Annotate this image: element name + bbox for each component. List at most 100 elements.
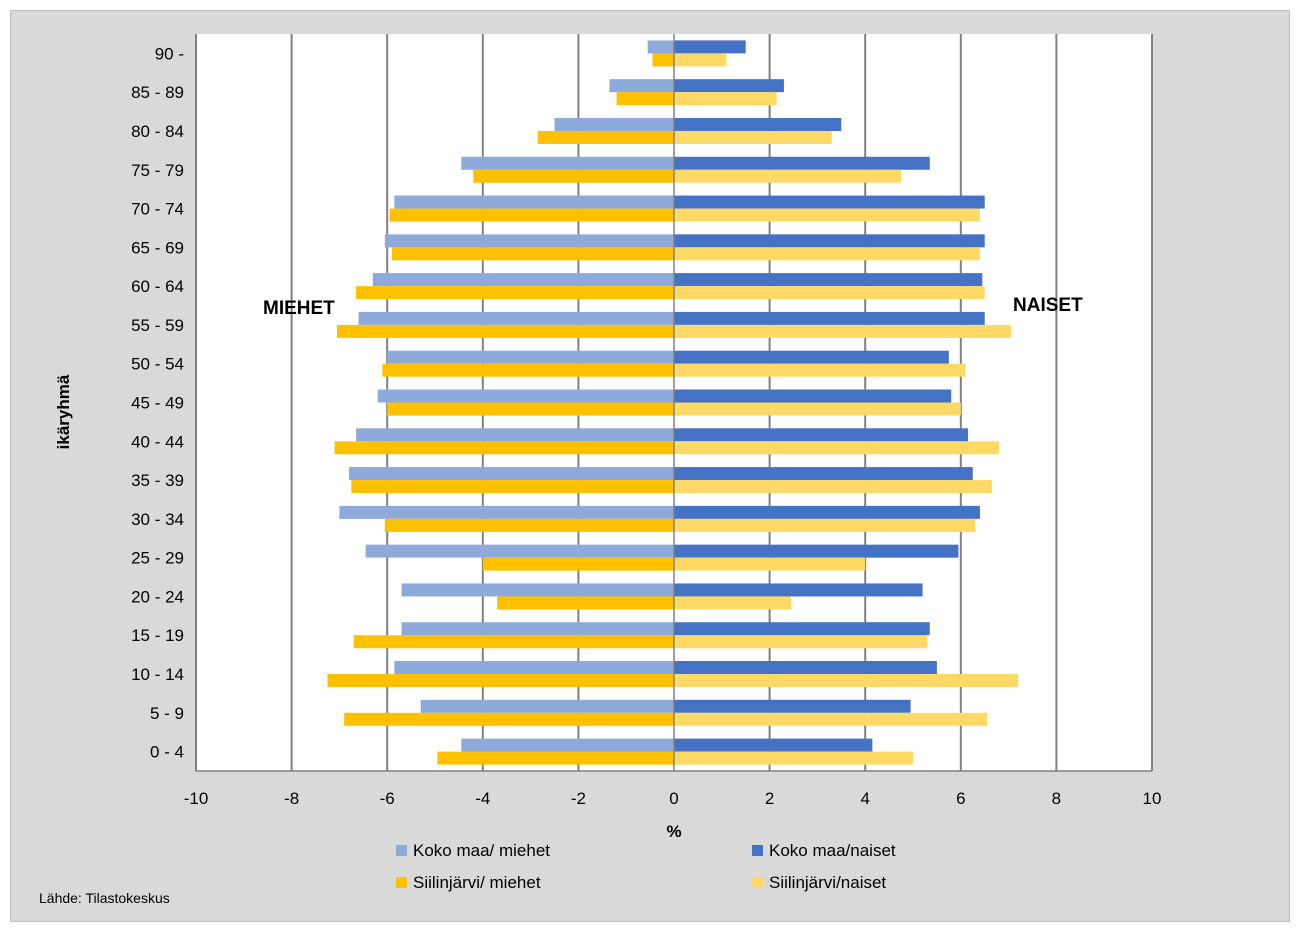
x-tick-label: 2 (765, 789, 774, 808)
bar (437, 751, 674, 765)
bar (674, 596, 792, 610)
bar (674, 699, 911, 713)
legend-swatch (752, 877, 763, 888)
x-tick-label: -8 (284, 789, 299, 808)
annotation-men: MIEHET (263, 298, 335, 319)
bar (356, 428, 674, 442)
legend-label: Siilinjärvi/naiset (769, 873, 886, 892)
bar (674, 92, 777, 106)
legend-swatch (396, 877, 407, 888)
bar (674, 311, 985, 325)
bar (382, 363, 674, 377)
bar (674, 234, 985, 248)
bar (348, 467, 674, 481)
bars (196, 34, 1152, 772)
bar (674, 441, 1000, 455)
bar (473, 169, 674, 183)
bar (609, 79, 674, 93)
bar (674, 389, 952, 403)
bar (344, 712, 674, 726)
y-tick-label: 90 - (155, 44, 184, 63)
x-tick-label: -6 (380, 789, 395, 808)
bar (616, 92, 674, 106)
x-tick-label: 4 (860, 789, 869, 808)
y-tick-label: 65 - 69 (131, 238, 184, 257)
x-tick-label: 8 (1052, 789, 1061, 808)
bar (420, 699, 674, 713)
bar (674, 428, 968, 442)
bar (537, 130, 674, 144)
legend-label: Koko maa/ miehet (413, 841, 550, 860)
bar (652, 53, 674, 67)
y-tick-label: 20 - 24 (131, 587, 184, 606)
bar (674, 557, 866, 571)
bar (394, 661, 674, 675)
bar (554, 117, 674, 131)
legend-label: Koko maa/naiset (769, 841, 896, 860)
y-tick-label: 0 - 4 (150, 743, 184, 762)
y-tick-label: 85 - 89 (131, 83, 184, 102)
bar (401, 583, 674, 597)
bar (674, 518, 976, 532)
bar (674, 286, 985, 300)
bar (372, 273, 674, 287)
x-tick-label: -2 (571, 789, 586, 808)
bar (351, 480, 674, 494)
bar (327, 674, 674, 688)
y-tick-label: 10 - 14 (131, 665, 184, 684)
bar (674, 363, 966, 377)
x-tick-label: 10 (1143, 789, 1162, 808)
bar (497, 596, 674, 610)
source-note: Lähde: Tilastokeskus (39, 890, 170, 906)
population-pyramid-chart: -10 -8 -6 -4 -2 0 2 4 6 8 10 0 - 4 5 - 9 10 - 14 15 -… (39, 34, 1162, 906)
bar (674, 635, 928, 649)
bar (674, 480, 992, 494)
bar (674, 53, 727, 67)
bar (334, 441, 674, 455)
x-tick-label: 0 (669, 789, 678, 808)
bar (674, 117, 842, 131)
y-tick-label: 50 - 54 (131, 355, 184, 374)
bar (674, 402, 961, 416)
bar (674, 661, 937, 675)
y-tick-label: 70 - 74 (131, 200, 184, 219)
bar (647, 40, 674, 54)
bar (674, 195, 985, 209)
bar (674, 505, 980, 519)
legend-swatch (752, 845, 763, 856)
legend-label: Siilinjärvi/ miehet (413, 873, 541, 892)
bar (401, 622, 674, 636)
y-tick-label: 60 - 64 (131, 277, 184, 296)
bar (365, 544, 674, 558)
bar (356, 286, 674, 300)
bar (674, 712, 988, 726)
bar (674, 273, 983, 287)
bar (674, 156, 930, 170)
y-tick-label: 30 - 34 (131, 510, 184, 529)
bar (674, 40, 746, 54)
bar (674, 738, 873, 752)
chart-frame: -10 -8 -6 -4 -2 0 2 4 6 8 10 0 - 4 5 - 9 10 - 14 15 -… (10, 10, 1290, 922)
y-tick-label: 75 - 79 (131, 161, 184, 180)
annotation-women: NAISET (1013, 295, 1083, 316)
bar (387, 350, 674, 364)
legend-swatch (396, 845, 407, 856)
bar (353, 635, 674, 649)
bar (674, 208, 980, 222)
x-tick-label: -4 (475, 789, 490, 808)
bar (482, 557, 674, 571)
y-tick-label: 55 - 59 (131, 316, 184, 335)
x-tick-label: 6 (956, 789, 965, 808)
y-tick-label: 40 - 44 (131, 432, 184, 451)
bar (384, 518, 674, 532)
x-tick-labels: -10 -8 -6 -4 -2 0 2 4 6 8 10 (184, 789, 1162, 808)
bar (339, 505, 674, 519)
bar (674, 350, 949, 364)
bar (674, 751, 913, 765)
bar (674, 79, 784, 93)
y-axis-title: ikäryhmä (54, 374, 73, 449)
bar (461, 156, 674, 170)
y-tick-labels: 0 - 4 5 - 9 10 - 14 15 - 19 20 - 24 25 - 29 30… (131, 44, 184, 761)
bar (674, 674, 1019, 688)
bar (377, 389, 674, 403)
